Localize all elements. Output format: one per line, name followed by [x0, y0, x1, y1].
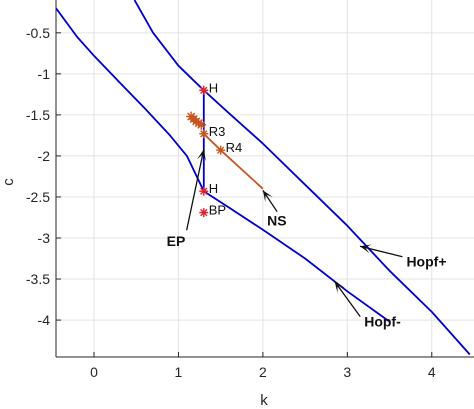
- y-tick-label-7: -4: [38, 312, 51, 328]
- annotation-label-hopf-plus: Hopf+: [406, 254, 446, 270]
- orange-star-marker-4-stroke: [197, 120, 206, 129]
- x-tick-label-2: 2: [259, 364, 267, 380]
- annotation-label-ns: NS: [267, 213, 286, 229]
- point-marker-bp-2: [199, 208, 209, 218]
- annotation-arrow-ep: [185, 149, 206, 231]
- point-marker-r3-3-stroke: [200, 130, 208, 138]
- orange-star-marker-4: [196, 119, 207, 130]
- y-tick-label-5: -3: [38, 230, 51, 246]
- x-axis-label: k: [260, 392, 268, 409]
- annotation-arrow-ns-head: [262, 190, 273, 203]
- annotation-arrow-ns: [262, 190, 278, 213]
- point-marker-r4-4: [216, 145, 226, 155]
- y-axis-label: c: [0, 178, 17, 186]
- annotations: Hopf+ Hopf- EP NS: [167, 149, 447, 330]
- axes: 0 1 2 3 4 -0.5 -1 -1.5 -2 -2.5 -3 -3.5 -4: [26, 0, 474, 380]
- annotation-arrow-hopf-shaft: [334, 281, 361, 318]
- point-marker-r3-3: [199, 129, 209, 139]
- y-tick-label-0: -0.5: [26, 25, 50, 41]
- annotation-arrow-hopf-plus-shaft: [359, 245, 403, 258]
- series-line-hopf: [55, 7, 391, 323]
- series-line-hopf-plus: [133, 0, 471, 356]
- point-label-r3-3: R3: [209, 124, 226, 139]
- point-marker-h-0: [199, 85, 209, 95]
- annotation-arrow-hopf-plus: [359, 244, 403, 258]
- x-tick-label-3: 3: [343, 364, 351, 380]
- y-tick-label-2: -1.5: [26, 107, 50, 123]
- point-label-r4-4: R4: [226, 140, 243, 155]
- point-label-h-1: H: [209, 181, 218, 196]
- x-tick-label-1: 1: [175, 364, 183, 380]
- annotation-arrow-hopf-plus-head: [360, 244, 372, 254]
- y-tick-label-3: -2: [38, 148, 51, 164]
- annotation-arrow-hopf: [334, 281, 361, 318]
- point-label-h-0: H: [209, 80, 218, 95]
- grid: [56, 0, 474, 357]
- annotation-arrow-ep-head: [197, 149, 206, 162]
- point-marker-r4-4-stroke: [216, 146, 225, 154]
- point-label-bp-2: BP: [209, 203, 226, 218]
- annotation-arrow-ep-shaft: [185, 149, 205, 231]
- point-marker-h-1: [199, 186, 209, 196]
- point-marker-h-0-stroke: [200, 86, 208, 94]
- point-marker-bp-2-stroke: [200, 208, 208, 217]
- x-tick-label-0: 0: [90, 364, 98, 380]
- y-tick-label-6: -3.5: [26, 271, 50, 287]
- annotation-label-hopf: Hopf-: [364, 314, 401, 330]
- x-tick-label-4: 4: [428, 364, 436, 380]
- y-tick-label-4: -2.5: [26, 189, 50, 205]
- annotation-arrow-hopf-head: [334, 281, 345, 294]
- annotation-label-ep: EP: [167, 233, 186, 249]
- point-marker-h-1-stroke: [200, 187, 208, 195]
- y-tick-label-1: -1: [38, 66, 51, 82]
